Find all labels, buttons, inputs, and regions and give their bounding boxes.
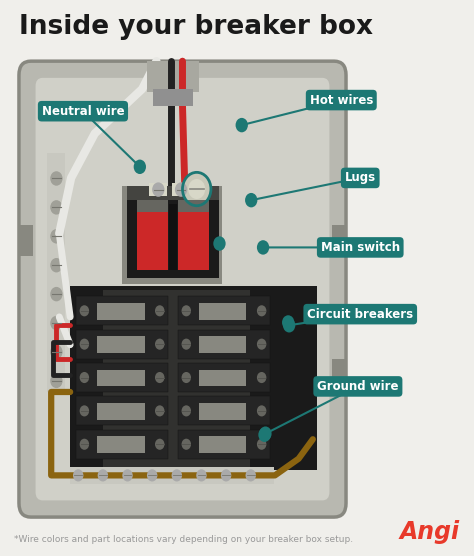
Bar bbox=[178, 330, 270, 359]
Bar bbox=[47, 153, 65, 392]
Bar bbox=[199, 403, 246, 420]
Bar bbox=[199, 436, 246, 453]
Circle shape bbox=[155, 339, 164, 350]
Bar bbox=[97, 303, 145, 320]
Bar bbox=[149, 183, 167, 196]
Circle shape bbox=[196, 469, 207, 481]
Bar bbox=[169, 204, 177, 270]
Circle shape bbox=[257, 405, 266, 416]
Circle shape bbox=[155, 405, 164, 416]
Text: Angi: Angi bbox=[400, 520, 460, 544]
Bar bbox=[97, 336, 145, 353]
Circle shape bbox=[182, 339, 191, 350]
Circle shape bbox=[182, 372, 191, 383]
Circle shape bbox=[175, 182, 187, 197]
Bar bbox=[178, 430, 270, 459]
Circle shape bbox=[245, 193, 257, 207]
Text: Main switch: Main switch bbox=[321, 241, 400, 254]
Bar bbox=[103, 290, 250, 468]
Bar bbox=[332, 225, 346, 256]
Circle shape bbox=[172, 469, 182, 481]
Circle shape bbox=[282, 315, 294, 330]
Bar bbox=[97, 436, 145, 453]
Circle shape bbox=[147, 469, 157, 481]
Circle shape bbox=[50, 345, 63, 359]
Bar bbox=[127, 186, 219, 200]
Circle shape bbox=[283, 318, 295, 332]
Bar bbox=[137, 200, 168, 212]
Bar bbox=[70, 467, 274, 484]
Text: Inside your breaker box: Inside your breaker box bbox=[19, 14, 373, 40]
Bar bbox=[178, 296, 270, 325]
Bar bbox=[178, 396, 270, 425]
Circle shape bbox=[98, 469, 108, 481]
Circle shape bbox=[259, 426, 272, 441]
Bar bbox=[122, 186, 222, 284]
Bar bbox=[76, 330, 168, 359]
Bar bbox=[97, 370, 145, 386]
Bar bbox=[178, 200, 209, 212]
Circle shape bbox=[155, 305, 164, 316]
Bar bbox=[332, 359, 346, 389]
Text: Ground wire: Ground wire bbox=[317, 380, 399, 393]
Circle shape bbox=[182, 172, 211, 206]
Circle shape bbox=[257, 372, 266, 383]
Circle shape bbox=[50, 258, 63, 272]
Bar bbox=[127, 189, 219, 278]
Circle shape bbox=[73, 469, 83, 481]
Circle shape bbox=[188, 179, 205, 199]
Text: *Wire colors and part locations vary depending on your breaker box setup.: *Wire colors and part locations vary dep… bbox=[14, 535, 353, 544]
Circle shape bbox=[257, 305, 266, 316]
Bar bbox=[76, 430, 168, 459]
Circle shape bbox=[50, 229, 63, 244]
Bar bbox=[172, 183, 190, 196]
Text: Hot wires: Hot wires bbox=[310, 93, 373, 107]
Circle shape bbox=[246, 469, 256, 481]
Circle shape bbox=[50, 316, 63, 330]
Bar bbox=[70, 286, 317, 470]
Bar bbox=[76, 363, 168, 392]
Circle shape bbox=[155, 439, 164, 450]
Bar bbox=[178, 363, 270, 392]
Circle shape bbox=[257, 439, 266, 450]
Circle shape bbox=[80, 439, 89, 450]
Circle shape bbox=[80, 405, 89, 416]
Bar bbox=[97, 403, 145, 420]
Circle shape bbox=[50, 171, 63, 186]
Circle shape bbox=[50, 287, 63, 301]
Text: Neutral wire: Neutral wire bbox=[42, 105, 124, 118]
FancyBboxPatch shape bbox=[19, 61, 346, 517]
Bar bbox=[76, 396, 168, 425]
Bar bbox=[199, 336, 246, 353]
Circle shape bbox=[50, 200, 63, 215]
Circle shape bbox=[182, 305, 191, 316]
Circle shape bbox=[257, 339, 266, 350]
Circle shape bbox=[80, 305, 89, 316]
Circle shape bbox=[182, 405, 191, 416]
Circle shape bbox=[221, 469, 231, 481]
Bar bbox=[178, 204, 209, 270]
Bar bbox=[199, 303, 246, 320]
Bar bbox=[19, 225, 33, 256]
Circle shape bbox=[257, 240, 269, 255]
Bar bbox=[199, 370, 246, 386]
Circle shape bbox=[134, 160, 146, 174]
Bar bbox=[76, 296, 168, 325]
Text: Lugs: Lugs bbox=[345, 171, 376, 185]
Circle shape bbox=[155, 372, 164, 383]
Text: Circuit breakers: Circuit breakers bbox=[307, 307, 413, 321]
Circle shape bbox=[122, 469, 133, 481]
Circle shape bbox=[80, 372, 89, 383]
Circle shape bbox=[213, 236, 226, 251]
Circle shape bbox=[80, 339, 89, 350]
Bar bbox=[137, 204, 168, 270]
Circle shape bbox=[50, 374, 63, 388]
Bar bbox=[153, 89, 193, 106]
Circle shape bbox=[236, 118, 248, 132]
Bar bbox=[147, 61, 199, 92]
Circle shape bbox=[152, 182, 164, 197]
FancyBboxPatch shape bbox=[36, 78, 329, 500]
Circle shape bbox=[182, 439, 191, 450]
Circle shape bbox=[258, 428, 271, 442]
